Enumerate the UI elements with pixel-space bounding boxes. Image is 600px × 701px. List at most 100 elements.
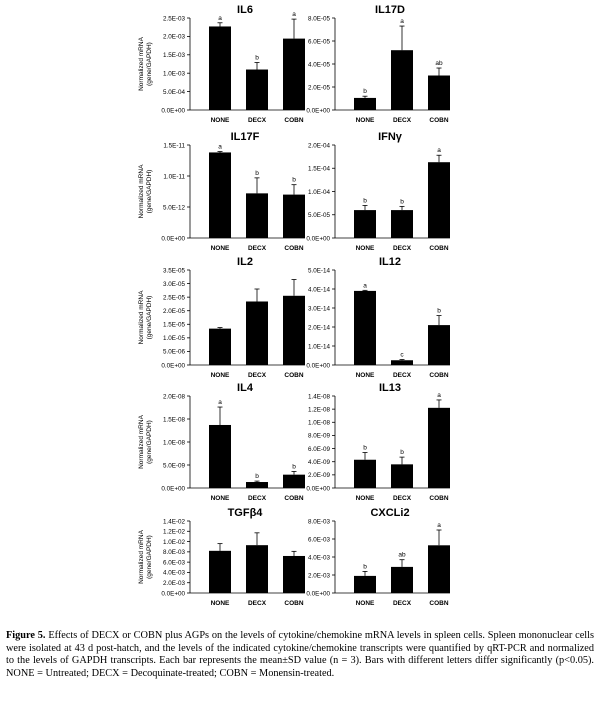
y-tick-label: 2.0E-03: [163, 34, 186, 41]
significance-letter: a: [218, 144, 222, 151]
bar: [354, 575, 376, 593]
y-tick-label: 2.0E-08: [163, 393, 186, 400]
y-tick-label: 0.0E+00: [161, 235, 185, 242]
bar: [283, 194, 305, 238]
significance-letter: b: [363, 563, 367, 570]
bar: [246, 482, 268, 488]
chart-title: CXCLi2: [370, 507, 409, 519]
y-tick-label: 5.0E-06: [163, 349, 186, 356]
bar: [428, 407, 450, 488]
y-tick-label: 0.0E+00: [306, 590, 330, 597]
chart-2: IL17F Normalized mRNA (gene/GAPDH) 0.0E+00 5…: [138, 131, 305, 252]
y-tick-label: 1.2E-08: [308, 406, 331, 413]
y-tick-label: 0.0E+00: [161, 107, 185, 114]
x-tick-label: COBN: [284, 117, 303, 124]
significance-letter: ab: [398, 552, 406, 559]
y-tick-label: 1.0E-08: [163, 439, 186, 446]
significance-letter: b: [400, 198, 404, 205]
chart-0: IL6 Normalized mRNA (gene/GAPDH) 0.0E+00 5.0…: [138, 4, 305, 124]
x-tick-label: COBN: [429, 245, 448, 252]
bar: [209, 550, 231, 593]
x-tick-label: NONE: [356, 495, 375, 502]
x-tick-label: COBN: [429, 600, 448, 607]
y-tick-label: 0.0E+00: [306, 485, 330, 492]
caption-label: Figure 5.: [6, 630, 46, 641]
x-tick-label: COBN: [429, 117, 448, 124]
x-tick-label: NONE: [356, 600, 375, 607]
y-axis-label: Normalized mRNA: [138, 529, 145, 583]
x-tick-label: DECX: [393, 372, 412, 379]
chart-5: IL12 0.0E+00 1.0E-14 2.0E-14 3.0E-14 4.0E-14 5…: [306, 256, 450, 379]
x-tick-label: NONE: [211, 372, 230, 379]
y-tick-label: 8.0E-03: [308, 518, 331, 525]
bar: [246, 301, 268, 365]
y-tick-label: 6.0E-03: [163, 559, 186, 566]
chart-8: TGFβ4 Normalized mRNA (gene/GAPDH) 0.0E+00 2…: [138, 507, 305, 607]
significance-letter: b: [255, 473, 259, 480]
y-axis-label: (gene/GAPDH): [146, 42, 153, 86]
x-tick-label: DECX: [393, 245, 412, 252]
y-tick-label: 4.0E-14: [308, 286, 331, 293]
x-tick-label: NONE: [211, 495, 230, 502]
significance-letter: ab: [435, 60, 443, 67]
y-tick-label: 2.0E-05: [308, 84, 331, 91]
y-tick-label: 2.0E-09: [308, 472, 331, 479]
y-tick-label: 5.0E-14: [308, 267, 331, 274]
bar: [209, 152, 231, 238]
y-tick-label: 1.5E-11: [163, 142, 185, 149]
y-tick-label: 3.0E-05: [163, 281, 186, 288]
y-tick-label: 1.4E-08: [308, 393, 331, 400]
bar: [428, 75, 450, 110]
bar: [209, 424, 231, 488]
x-tick-label: DECX: [248, 495, 267, 502]
chart-title: IL17D: [375, 4, 405, 16]
y-tick-label: 2.0E-14: [308, 324, 331, 331]
chart-7: IL13 0.0E+00 2.0E-09 4.0E-09 6.0E-09 8.0E-09 1…: [306, 382, 450, 502]
x-tick-label: COBN: [284, 245, 303, 252]
x-tick-label: DECX: [393, 495, 412, 502]
chart-title: IL4: [237, 382, 254, 394]
y-tick-label: 6.0E-03: [308, 536, 331, 543]
chart-title: IL6: [237, 4, 253, 16]
y-tick-label: 6.0E-09: [308, 446, 331, 453]
y-tick-label: 8.0E-09: [308, 433, 331, 440]
y-tick-label: 1.5E-03: [163, 52, 186, 59]
bar: [391, 210, 413, 238]
y-tick-label: 0.0E+00: [306, 235, 330, 242]
bar: [428, 162, 450, 238]
significance-letter: a: [363, 282, 367, 289]
y-tick-label: 8.0E-05: [308, 15, 331, 22]
bar: [283, 555, 305, 593]
y-tick-label: 1.5E-08: [163, 416, 186, 423]
bar: [391, 464, 413, 488]
y-tick-label: 3.5E-05: [163, 267, 186, 274]
x-tick-label: NONE: [356, 372, 375, 379]
significance-letter: a: [400, 18, 404, 25]
y-axis-label: Normalized mRNA: [138, 414, 145, 468]
y-axis-label: (gene/GAPDH): [146, 420, 153, 464]
y-tick-label: 0.0E+00: [161, 485, 185, 492]
chart-6: IL4 Normalized mRNA (gene/GAPDH) 0.0E+00 5.0…: [138, 382, 305, 502]
x-tick-label: NONE: [356, 245, 375, 252]
chart-title: IL2: [237, 256, 253, 268]
y-axis-label: (gene/GAPDH): [146, 296, 153, 340]
significance-letter: b: [363, 88, 367, 95]
x-tick-label: DECX: [248, 245, 267, 252]
bar: [283, 295, 305, 365]
y-tick-label: 2.0E-05: [163, 308, 186, 315]
significance-letter: b: [292, 177, 296, 184]
y-axis-label: Normalized mRNA: [138, 36, 145, 90]
y-tick-label: 5.0E-04: [163, 89, 186, 96]
caption-text: Effects of DECX or COBN plus AGPs on the…: [6, 630, 595, 679]
significance-letter: a: [218, 399, 222, 406]
y-tick-label: 2.0E-03: [308, 572, 331, 579]
bar: [246, 69, 268, 110]
significance-letter: b: [363, 445, 367, 452]
y-tick-label: 1.2E-02: [163, 529, 186, 536]
y-tick-label: 4.0E-03: [308, 554, 331, 561]
bar: [354, 459, 376, 488]
x-tick-label: COBN: [284, 495, 303, 502]
chart-9: CXCLi2 0.0E+00 2.0E-03 4.0E-03 6.0E-03 8.0E-0…: [306, 507, 450, 607]
x-tick-label: DECX: [393, 117, 412, 124]
y-tick-label: 1.5E-05: [163, 322, 186, 329]
